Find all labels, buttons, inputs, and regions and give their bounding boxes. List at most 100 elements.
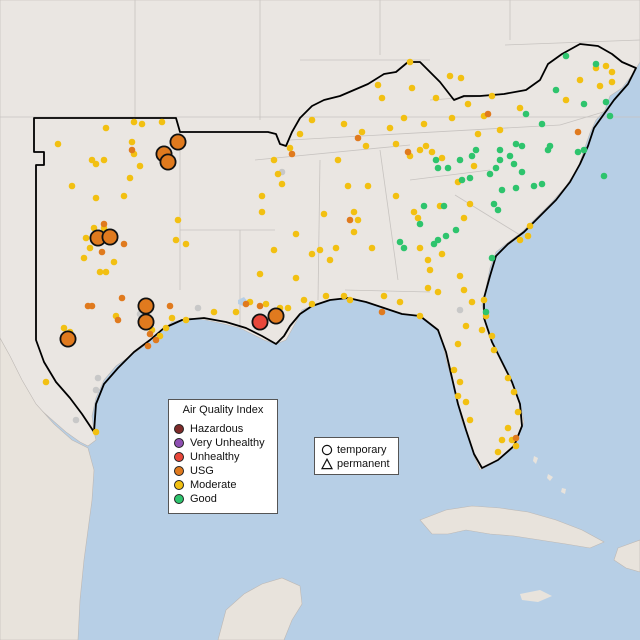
monitor-station-marker[interactable] — [92, 194, 100, 202]
monitor-station-marker[interactable] — [424, 256, 432, 264]
monitor-station-marker[interactable] — [444, 164, 452, 172]
monitor-station-marker[interactable] — [354, 134, 362, 142]
monitor-station-marker[interactable] — [334, 156, 342, 164]
monitor-station-marker[interactable] — [256, 302, 264, 310]
monitor-station-marker[interactable] — [210, 308, 218, 316]
monitor-station-marker[interactable] — [138, 120, 146, 128]
monitor-station-marker[interactable] — [400, 114, 408, 122]
monitor-station-marker[interactable] — [468, 298, 476, 306]
monitor-station-marker[interactable] — [288, 150, 296, 158]
monitor-station-marker[interactable] — [84, 302, 92, 310]
monitor-station-marker[interactable] — [494, 448, 502, 456]
monitor-station-marker[interactable] — [450, 366, 458, 374]
monitor-station-marker[interactable] — [512, 140, 520, 148]
monitor-station-marker[interactable] — [406, 58, 414, 66]
monitor-station-marker[interactable] — [54, 140, 62, 148]
monitor-station-marker[interactable] — [504, 424, 512, 432]
monitor-station-marker-large[interactable] — [251, 313, 269, 331]
monitor-station-marker[interactable] — [182, 316, 190, 324]
monitor-station-marker[interactable] — [460, 214, 468, 222]
monitor-station-marker-large[interactable] — [137, 297, 155, 315]
monitor-station-marker[interactable] — [400, 244, 408, 252]
monitor-station-marker[interactable] — [466, 174, 474, 182]
monitor-station-marker[interactable] — [460, 286, 468, 294]
monitor-station-marker[interactable] — [506, 152, 514, 160]
monitor-station-marker[interactable] — [392, 192, 400, 200]
monitor-station-marker[interactable] — [396, 298, 404, 306]
monitor-station-marker[interactable] — [278, 180, 286, 188]
monitor-station-marker[interactable] — [172, 236, 180, 244]
monitor-station-marker[interactable] — [100, 156, 108, 164]
monitor-station-marker[interactable] — [422, 142, 430, 150]
monitor-station-marker[interactable] — [102, 268, 110, 276]
monitor-station-marker[interactable] — [462, 322, 470, 330]
monitor-station-marker[interactable] — [296, 130, 304, 138]
monitor-station-marker-large[interactable] — [137, 313, 155, 331]
monitor-station-marker[interactable] — [300, 296, 308, 304]
monitor-station-marker[interactable] — [408, 84, 416, 92]
monitor-station-marker[interactable] — [162, 324, 170, 332]
monitor-station-marker[interactable] — [442, 232, 450, 240]
monitor-station-marker[interactable] — [120, 192, 128, 200]
monitor-station-marker[interactable] — [524, 232, 532, 240]
monitor-station-marker[interactable] — [472, 146, 480, 154]
monitor-station-marker[interactable] — [530, 182, 538, 190]
monitor-station-marker[interactable] — [316, 246, 324, 254]
monitor-station-marker[interactable] — [420, 120, 428, 128]
monitor-station-marker[interactable] — [270, 156, 278, 164]
monitor-station-marker[interactable] — [538, 180, 546, 188]
monitor-station-marker[interactable] — [416, 244, 424, 252]
monitor-station-marker[interactable] — [340, 292, 348, 300]
monitor-station-marker[interactable] — [320, 210, 328, 218]
monitor-station-marker[interactable] — [457, 74, 465, 82]
monitor-station-marker[interactable] — [434, 236, 442, 244]
monitor-station-marker[interactable] — [518, 168, 526, 176]
monitor-station-marker[interactable] — [128, 146, 136, 154]
monitor-station-marker[interactable] — [512, 442, 520, 450]
monitor-station-marker[interactable] — [522, 110, 530, 118]
monitor-station-marker[interactable] — [424, 284, 432, 292]
monitor-station-marker[interactable] — [60, 324, 68, 332]
monitor-station-marker[interactable] — [158, 118, 166, 126]
monitor-station-marker[interactable] — [368, 244, 376, 252]
monitor-station-marker[interactable] — [100, 220, 108, 228]
monitor-station-marker[interactable] — [128, 138, 136, 146]
monitor-station-marker[interactable] — [458, 176, 466, 184]
monitor-station-marker[interactable] — [168, 314, 176, 322]
monitor-station-marker[interactable] — [232, 308, 240, 316]
monitor-station-marker[interactable] — [480, 296, 488, 304]
monitor-station-marker[interactable] — [438, 250, 446, 258]
monitor-station-marker[interactable] — [456, 306, 464, 314]
monitor-station-marker-large[interactable] — [169, 133, 187, 151]
monitor-station-marker[interactable] — [414, 214, 422, 222]
monitor-station-marker[interactable] — [92, 386, 100, 394]
monitor-station-marker[interactable] — [438, 154, 446, 162]
monitor-station-marker[interactable] — [396, 238, 404, 246]
monitor-station-marker[interactable] — [262, 300, 270, 308]
monitor-station-marker[interactable] — [416, 220, 424, 228]
monitor-station-marker[interactable] — [496, 156, 504, 164]
monitor-station-marker[interactable] — [448, 114, 456, 122]
monitor-station-marker[interactable] — [484, 110, 492, 118]
monitor-station-marker[interactable] — [258, 192, 266, 200]
monitor-station-marker[interactable] — [270, 246, 278, 254]
monitor-station-marker[interactable] — [308, 250, 316, 258]
monitor-station-marker[interactable] — [88, 156, 96, 164]
monitor-station-marker[interactable] — [498, 186, 506, 194]
monitor-station-marker[interactable] — [602, 98, 610, 106]
monitor-station-marker[interactable] — [80, 254, 88, 262]
monitor-station-marker[interactable] — [378, 94, 386, 102]
monitor-station-marker[interactable] — [456, 378, 464, 386]
monitor-station-marker[interactable] — [136, 162, 144, 170]
monitor-station-marker[interactable] — [114, 316, 122, 324]
monitor-station-marker[interactable] — [516, 104, 524, 112]
monitor-station-marker[interactable] — [462, 398, 470, 406]
monitor-station-marker[interactable] — [416, 312, 424, 320]
monitor-station-marker[interactable] — [308, 116, 316, 124]
monitor-station-marker[interactable] — [242, 300, 250, 308]
monitor-station-marker[interactable] — [284, 304, 292, 312]
monitor-station-marker[interactable] — [380, 292, 388, 300]
monitor-station-marker[interactable] — [466, 416, 474, 424]
monitor-station-marker[interactable] — [454, 392, 462, 400]
